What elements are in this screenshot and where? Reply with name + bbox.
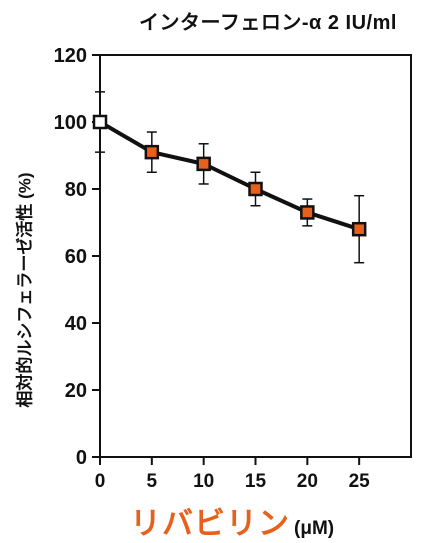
x-axis-label: リバビリン (μM) bbox=[130, 498, 334, 543]
x-axis-label-unit: (μM) bbox=[294, 518, 335, 539]
data-point bbox=[144, 144, 160, 160]
y-tick-label: 0 bbox=[76, 447, 87, 469]
y-tick-label: 60 bbox=[65, 246, 87, 268]
data-point bbox=[300, 205, 315, 220]
y-tick-label: 40 bbox=[65, 313, 87, 335]
series-line bbox=[98, 120, 360, 232]
x-tick-label: 5 bbox=[147, 471, 158, 492]
plot-frame bbox=[99, 54, 412, 458]
y-tick-label: 100 bbox=[54, 112, 87, 134]
data-point bbox=[196, 156, 211, 172]
x-axis-label-main: リバビリン bbox=[130, 506, 290, 541]
x-tick-label: 15 bbox=[245, 471, 267, 492]
y-tick-label: 80 bbox=[65, 179, 87, 201]
y-tick-label: 120 bbox=[54, 45, 87, 67]
x-tick-label: 10 bbox=[193, 471, 214, 492]
x-tick-label: 20 bbox=[297, 471, 318, 492]
data-point bbox=[92, 114, 108, 130]
chart-title: インターフェロン-α 2 IU/ml bbox=[139, 12, 397, 34]
x-tick-label: 0 bbox=[95, 471, 106, 492]
data-point bbox=[351, 221, 367, 237]
y-tick-label: 20 bbox=[65, 380, 87, 402]
x-tick-label: 25 bbox=[349, 471, 371, 492]
data-point bbox=[248, 181, 263, 197]
